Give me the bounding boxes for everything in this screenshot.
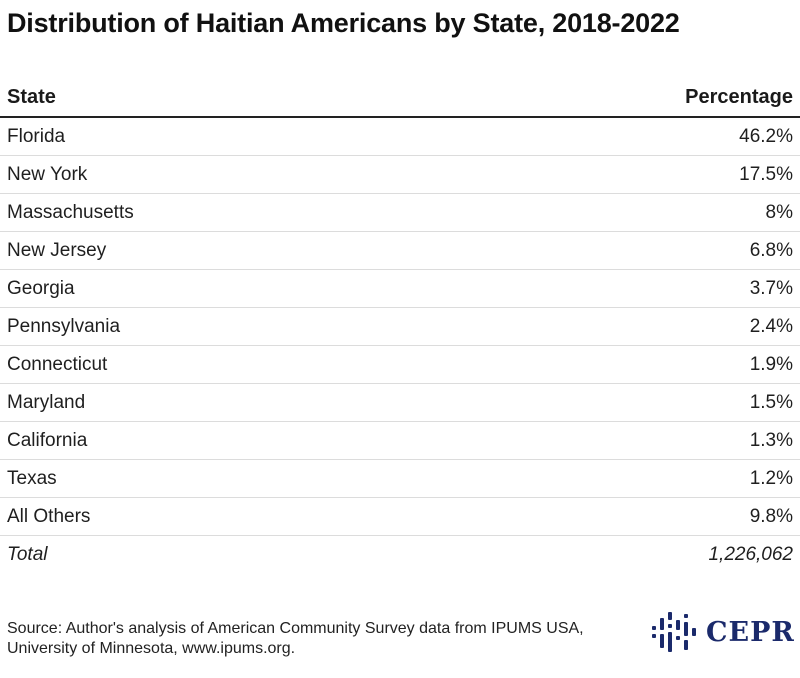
state-cell: All Others [0,497,429,536]
source-note: Source: Author's analysis of American Co… [7,620,584,657]
percentage-cell: 46.2% [428,117,800,156]
percentage-cell: 9.8% [428,497,800,536]
state-cell: New York [0,155,429,194]
table-row: Pennsylvania 2.4% [0,307,800,346]
percentage-cell: 3.7% [428,269,800,308]
table-row: Georgia 3.7% [0,269,800,308]
table-header-row: State Percentage [0,78,800,118]
state-cell: New Jersey [0,231,429,270]
state-cell: Maryland [0,383,429,422]
percentage-cell: 1.2% [428,459,800,498]
state-cell: Texas [0,459,429,498]
total-row: Total 1,226,062 [0,536,800,574]
table-row: California 1.3% [0,421,800,460]
logo-text: CEPR [706,617,795,648]
percentage-cell: 8% [428,193,800,232]
state-cell: California [0,421,429,460]
cepr-logo: CEPR [650,610,796,656]
column-header-percentage: Percentage [428,78,800,118]
table-row: Texas 1.2% [0,459,800,498]
percentage-cell: 6.8% [428,231,800,270]
cepr-logo-mark-icon [652,612,696,652]
column-header-state: State [0,78,429,118]
state-cell: Pennsylvania [0,307,429,346]
percentage-cell: 1.9% [428,345,800,384]
table-row: Florida 46.2% [0,117,800,156]
table-row: Maryland 1.5% [0,383,800,422]
percentage-cell: 1.5% [428,383,800,422]
table-row: New Jersey 6.8% [0,231,800,270]
table-body: Florida 46.2% New York 17.5% Massachusetts 8%… [0,117,800,573]
table-row: All Others 9.8% [0,497,800,536]
total-label: Total [7,543,48,565]
table-row: New York 17.5% [0,155,800,194]
state-cell: Georgia [0,269,429,308]
percentage-cell: 17.5% [428,155,800,194]
table-row: Massachusetts 8% [0,193,800,232]
data-table: State Percentage Florida 46.2% New York 17.… [0,78,800,573]
total-value: 1,226,062 [708,543,793,565]
percentage-cell: 2.4% [428,307,800,346]
state-cell: Connecticut [0,345,429,384]
state-cell: Florida [0,117,429,156]
chart-title: Distribution of Haitian Americans by Sta… [7,8,680,38]
table-row: Connecticut 1.9% [0,345,800,384]
state-cell: Massachusetts [0,193,429,232]
percentage-cell: 1.3% [428,421,800,460]
